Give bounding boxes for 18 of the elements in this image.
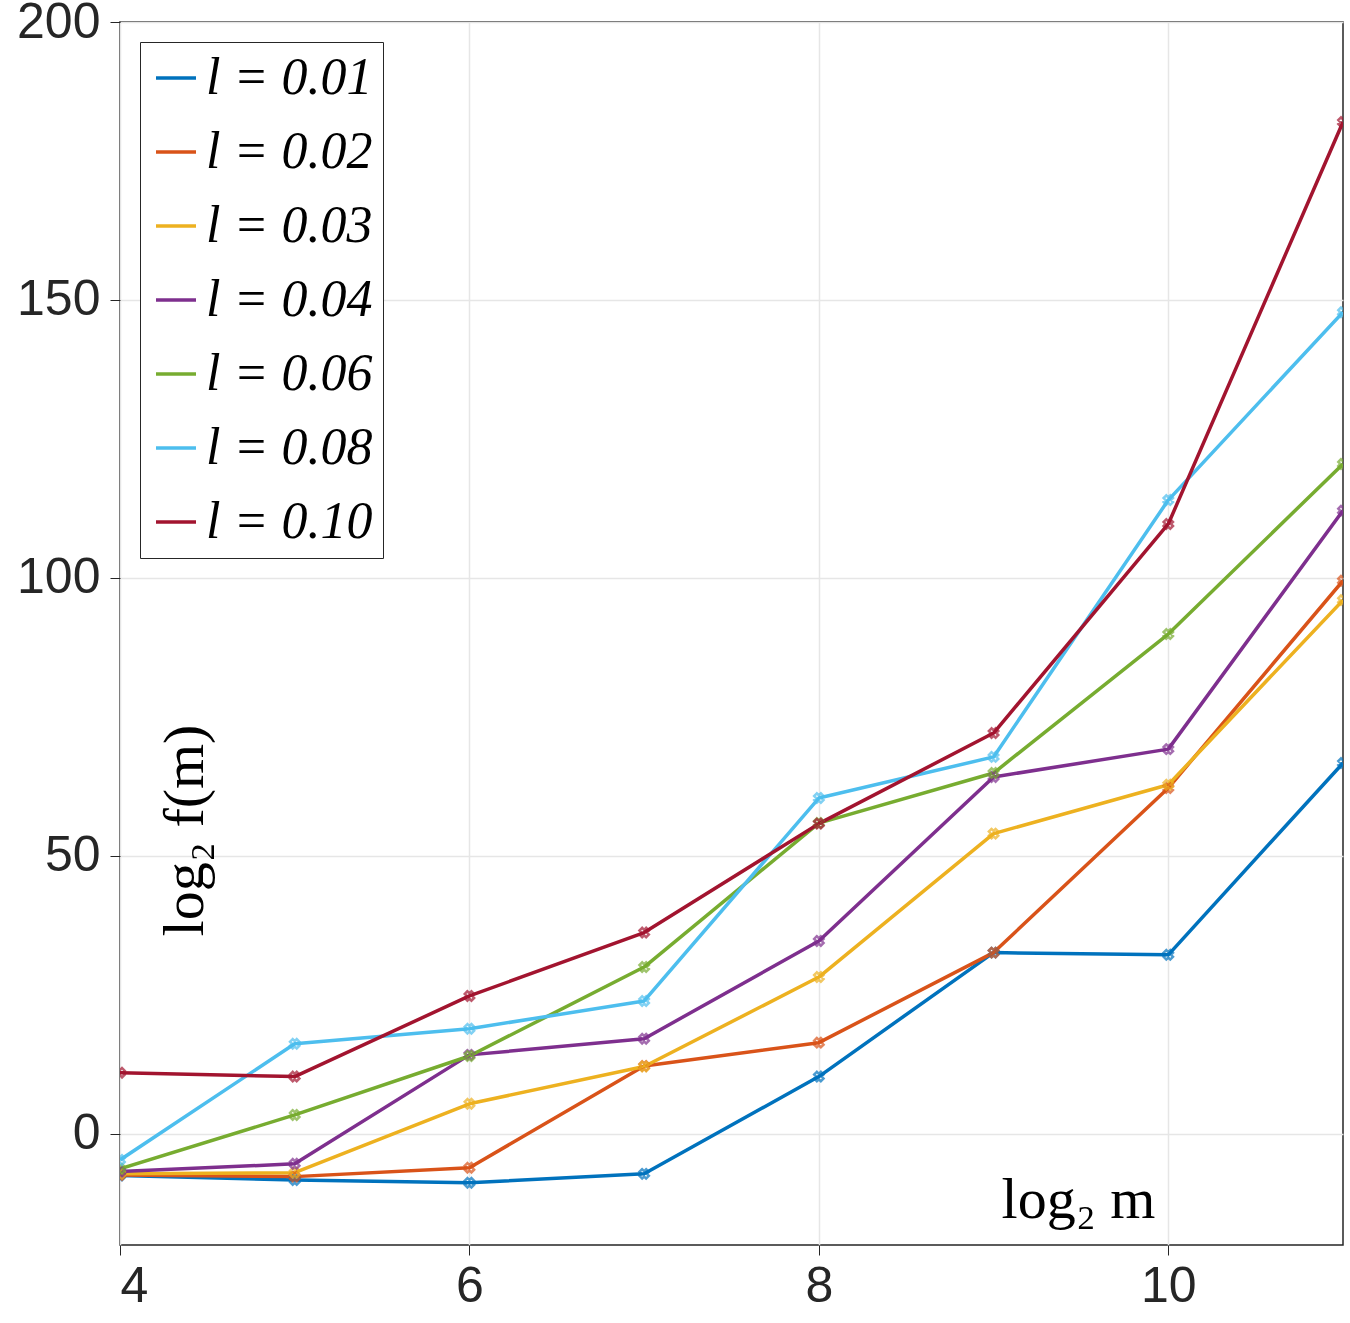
x-tick-label: 10 xyxy=(1140,1256,1197,1313)
legend-label: l = 0.03 xyxy=(206,196,373,253)
x-tick-label: 4 xyxy=(120,1256,149,1313)
y-tick-label: 150 xyxy=(17,270,101,327)
x-tick-label: 6 xyxy=(456,1256,484,1313)
y-tick-label: 200 xyxy=(17,0,101,49)
y-axis-title: log₂ f(m) xyxy=(150,724,216,937)
y-tick-label: 0 xyxy=(72,1104,101,1161)
y-tick-label: 50 xyxy=(44,826,101,883)
y-tick-label: 100 xyxy=(17,548,101,605)
legend-label: l = 0.01 xyxy=(206,48,373,105)
legend-label: l = 0.06 xyxy=(206,344,373,401)
legend-label: l = 0.08 xyxy=(206,418,373,475)
x-tick-label: 8 xyxy=(805,1256,834,1313)
legend-label: l = 0.02 xyxy=(206,122,373,179)
legend-label: l = 0.10 xyxy=(206,492,373,549)
x-axis-title: log₂ m xyxy=(1001,1165,1156,1231)
legend-label: l = 0.04 xyxy=(206,270,373,327)
